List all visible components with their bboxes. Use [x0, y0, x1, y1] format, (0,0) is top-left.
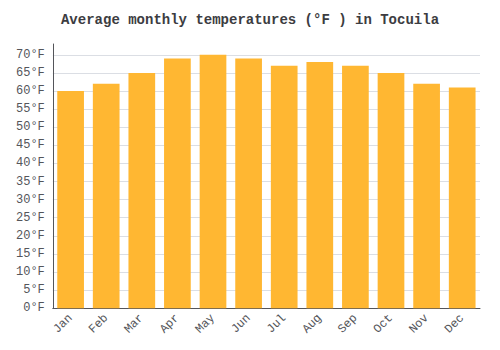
svg-text:Jan: Jan — [50, 311, 75, 336]
svg-text:20°F: 20°F — [16, 229, 45, 243]
svg-text:Jun: Jun — [228, 311, 253, 336]
svg-text:70°F: 70°F — [16, 48, 45, 62]
svg-text:30°F: 30°F — [16, 193, 45, 207]
svg-text:Sep: Sep — [335, 311, 360, 336]
svg-text:Oct: Oct — [371, 311, 396, 336]
svg-text:35°F: 35°F — [16, 175, 45, 189]
svg-text:10°F: 10°F — [16, 265, 45, 279]
svg-text:40°F: 40°F — [16, 156, 45, 170]
svg-text:Dec: Dec — [442, 311, 467, 336]
svg-text:15°F: 15°F — [16, 247, 45, 261]
svg-text:0°F: 0°F — [23, 301, 45, 315]
svg-text:25°F: 25°F — [16, 211, 45, 225]
svg-text:5°F: 5°F — [23, 283, 45, 297]
svg-text:55°F: 55°F — [16, 102, 45, 116]
svg-text:Feb: Feb — [86, 311, 111, 336]
svg-text:May: May — [193, 311, 218, 336]
svg-text:Aug: Aug — [300, 311, 325, 336]
svg-text:45°F: 45°F — [16, 138, 45, 152]
svg-text:Average monthly temperatures (: Average monthly temperatures (°F ) in To… — [61, 12, 440, 28]
svg-text:50°F: 50°F — [16, 120, 45, 134]
svg-text:Jul: Jul — [264, 311, 289, 336]
svg-text:65°F: 65°F — [16, 66, 45, 80]
svg-text:Nov: Nov — [406, 311, 431, 336]
svg-text:60°F: 60°F — [16, 84, 45, 98]
svg-text:Mar: Mar — [122, 311, 147, 336]
svg-text:Apr: Apr — [157, 311, 182, 336]
